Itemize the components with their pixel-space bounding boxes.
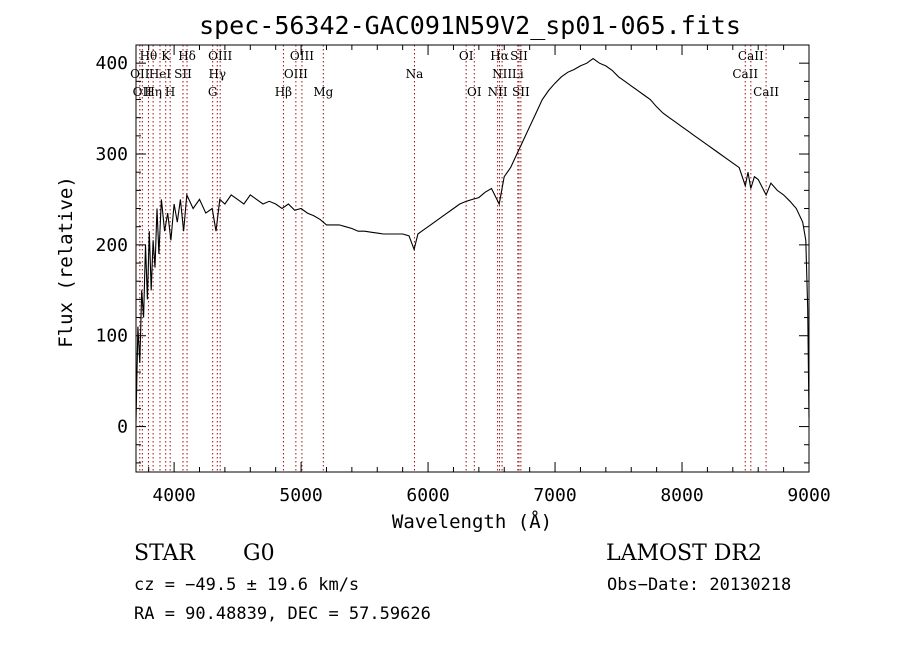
- plot-frame: [135, 44, 810, 473]
- y-tick-label: 100: [95, 326, 128, 347]
- y-axis-label: Flux (relative): [55, 176, 77, 348]
- line-marker-label: OII: [133, 85, 153, 99]
- survey-name: LAMOST DR2: [606, 541, 762, 566]
- chart-title: spec-56342-GAC091N59V2_sp01-065.fits: [199, 11, 741, 40]
- line-marker-label: OII: [130, 67, 150, 81]
- line-marker-label: CaII: [738, 49, 764, 63]
- line-marker-label: G: [208, 85, 218, 99]
- y-axis-ticks: 0 100 200 300 400: [95, 44, 809, 464]
- ra-dec-coordinates: RA = 90.48839, DEC = 57.59626: [134, 604, 431, 624]
- y-tick-label: 400: [95, 53, 128, 74]
- line-marker-label: Hδ: [178, 49, 196, 63]
- spectrum-line: [135, 57, 810, 423]
- line-marker-label: Hθ: [140, 49, 158, 63]
- line-marker-label: Li: [512, 67, 524, 81]
- line-marker-label: Mg: [313, 85, 333, 99]
- line-marker-label: Hγ: [208, 67, 226, 81]
- object-class: STAR: [134, 541, 196, 566]
- line-marker-label: CaII: [732, 67, 758, 81]
- line-marker-label: OI: [459, 49, 474, 63]
- line-marker-label: Hα: [490, 49, 509, 63]
- line-marker-label: SII: [512, 85, 530, 99]
- y-tick-label: 300: [95, 144, 128, 165]
- x-tick-label: 8000: [660, 485, 703, 506]
- x-tick-label: 6000: [406, 485, 449, 506]
- line-marker-label: OI: [467, 85, 482, 99]
- line-marker-label: OIII: [208, 49, 232, 63]
- spectral-line-labels: OII OII Hθ Hη HeI K H SII Hδ G Hγ OIII Hβ OIII OIII Mg N…: [130, 49, 779, 99]
- line-marker-label: Hη: [144, 85, 162, 99]
- x-tick-label: 4000: [152, 485, 195, 506]
- line-marker-label: OIII: [284, 67, 308, 81]
- line-marker-label: SII: [510, 49, 528, 63]
- line-marker-label: NII: [492, 67, 512, 81]
- x-tick-label: 5000: [279, 485, 322, 506]
- x-axis-label: Wavelength (Å): [392, 510, 552, 533]
- y-tick-label: 200: [95, 235, 128, 256]
- line-marker-label: SII: [174, 67, 192, 81]
- x-tick-label: 7000: [533, 485, 576, 506]
- x-tick-label: 9000: [787, 485, 830, 506]
- line-marker-label: K: [161, 49, 171, 63]
- spectral-line-markers: [139, 45, 767, 472]
- y-tick-label: 0: [117, 417, 128, 438]
- line-marker-label: HeI: [149, 67, 172, 81]
- line-marker-label: Na: [406, 67, 424, 81]
- line-marker-label: OIII: [290, 49, 314, 63]
- x-axis-ticks: 4000 5000 6000 7000 8000 9000: [148, 45, 831, 506]
- line-marker-label: H: [165, 85, 175, 99]
- line-marker-label: NII: [488, 85, 508, 99]
- observation-date: Obs−Date: 20130218: [607, 575, 791, 595]
- line-marker-label: Hβ: [275, 85, 292, 99]
- redshift-cz: cz = −49.5 ± 19.6 km/s: [134, 575, 359, 595]
- line-marker-label: CaII: [753, 85, 779, 99]
- object-subclass: G0: [243, 541, 275, 566]
